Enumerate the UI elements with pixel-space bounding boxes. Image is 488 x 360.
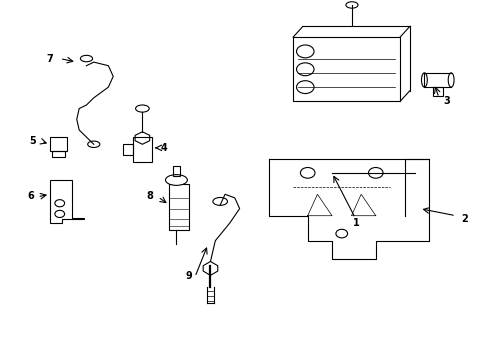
Text: 5: 5 <box>30 136 36 146</box>
Bar <box>169 184 188 230</box>
Ellipse shape <box>135 105 149 112</box>
Bar <box>292 37 399 102</box>
Text: 9: 9 <box>185 271 192 282</box>
Bar <box>172 166 180 176</box>
Text: 3: 3 <box>442 96 449 107</box>
Text: 6: 6 <box>27 191 34 201</box>
Text: 7: 7 <box>46 54 53 64</box>
Text: 4: 4 <box>161 143 167 153</box>
Ellipse shape <box>421 73 427 87</box>
Text: 1: 1 <box>352 218 359 228</box>
Text: 2: 2 <box>460 214 467 224</box>
Ellipse shape <box>80 55 92 62</box>
Bar <box>52 152 64 157</box>
Ellipse shape <box>165 175 187 185</box>
Bar <box>50 137 67 152</box>
Bar <box>432 87 442 96</box>
Bar <box>132 137 152 162</box>
Text: 8: 8 <box>146 191 153 201</box>
Ellipse shape <box>447 73 453 87</box>
Bar <box>122 144 132 155</box>
Ellipse shape <box>212 198 227 205</box>
Ellipse shape <box>87 141 100 148</box>
